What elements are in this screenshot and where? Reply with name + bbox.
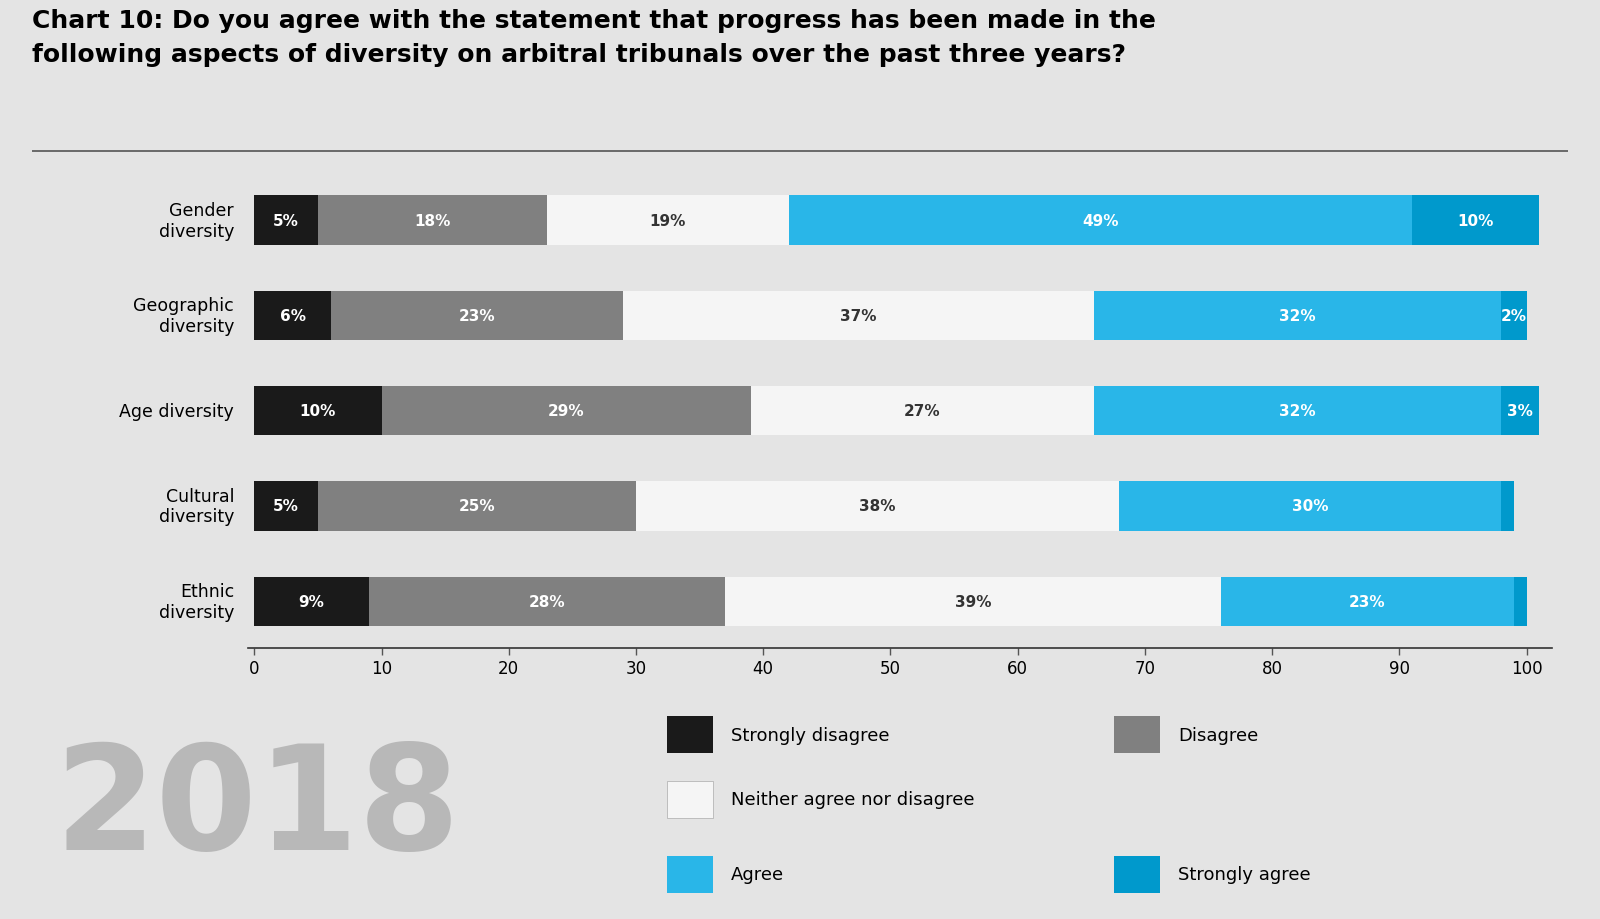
- Text: Chart 10: Do you agree with the statement that progress has been made in the
fol: Chart 10: Do you agree with the statemen…: [32, 9, 1155, 67]
- Bar: [1094, 291, 1501, 341]
- Text: 32%: 32%: [1280, 403, 1315, 419]
- Bar: [254, 482, 318, 531]
- Text: 3%: 3%: [1507, 403, 1533, 419]
- Bar: [1501, 291, 1526, 341]
- Bar: [750, 387, 1094, 436]
- Text: 25%: 25%: [459, 499, 496, 514]
- Bar: [789, 196, 1413, 245]
- Text: Neither agree nor disagree: Neither agree nor disagree: [731, 790, 974, 809]
- Bar: [637, 482, 1120, 531]
- Bar: [1413, 196, 1539, 245]
- Bar: [254, 291, 331, 341]
- Text: 19%: 19%: [650, 213, 686, 228]
- Bar: [254, 196, 318, 245]
- Bar: [1094, 387, 1501, 436]
- Text: 2%: 2%: [1501, 309, 1526, 323]
- Bar: [1501, 387, 1539, 436]
- Bar: [667, 781, 714, 818]
- Text: 6%: 6%: [280, 309, 306, 323]
- Text: 32%: 32%: [1280, 309, 1315, 323]
- Bar: [667, 857, 714, 892]
- Text: 10%: 10%: [299, 403, 336, 419]
- Text: 10%: 10%: [1458, 213, 1494, 228]
- Bar: [1114, 717, 1160, 753]
- Text: 27%: 27%: [904, 403, 941, 419]
- Bar: [725, 577, 1221, 627]
- Bar: [1514, 577, 1526, 627]
- Text: Disagree: Disagree: [1178, 726, 1258, 743]
- Text: 49%: 49%: [1082, 213, 1118, 228]
- Text: 5%: 5%: [274, 213, 299, 228]
- Bar: [547, 196, 789, 245]
- Text: 5%: 5%: [274, 499, 299, 514]
- Bar: [331, 291, 624, 341]
- Text: Strongly disagree: Strongly disagree: [731, 726, 890, 743]
- Text: Agree: Agree: [731, 866, 784, 883]
- Bar: [1114, 857, 1160, 892]
- Bar: [1120, 482, 1501, 531]
- Bar: [318, 482, 637, 531]
- Bar: [254, 577, 370, 627]
- Text: 9%: 9%: [299, 595, 325, 609]
- Text: 29%: 29%: [547, 403, 584, 419]
- Text: 28%: 28%: [528, 595, 565, 609]
- Text: 23%: 23%: [1349, 595, 1386, 609]
- Bar: [624, 291, 1094, 341]
- Bar: [254, 387, 381, 436]
- Bar: [1501, 482, 1514, 531]
- Text: 39%: 39%: [955, 595, 992, 609]
- Text: 30%: 30%: [1293, 499, 1328, 514]
- Bar: [667, 717, 714, 753]
- Text: 38%: 38%: [859, 499, 896, 514]
- Text: 37%: 37%: [840, 309, 877, 323]
- Bar: [370, 577, 725, 627]
- Bar: [381, 387, 750, 436]
- Bar: [318, 196, 547, 245]
- Bar: [1221, 577, 1514, 627]
- Text: 18%: 18%: [414, 213, 451, 228]
- Text: Strongly agree: Strongly agree: [1178, 866, 1310, 883]
- Text: 23%: 23%: [459, 309, 496, 323]
- Text: 2018: 2018: [54, 738, 461, 879]
